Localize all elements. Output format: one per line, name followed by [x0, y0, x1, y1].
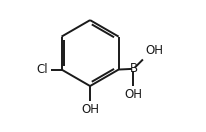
Text: OH: OH: [81, 103, 99, 116]
Text: B: B: [129, 62, 138, 75]
Text: Cl: Cl: [36, 63, 48, 76]
Text: OH: OH: [145, 44, 163, 57]
Text: OH: OH: [124, 88, 143, 101]
